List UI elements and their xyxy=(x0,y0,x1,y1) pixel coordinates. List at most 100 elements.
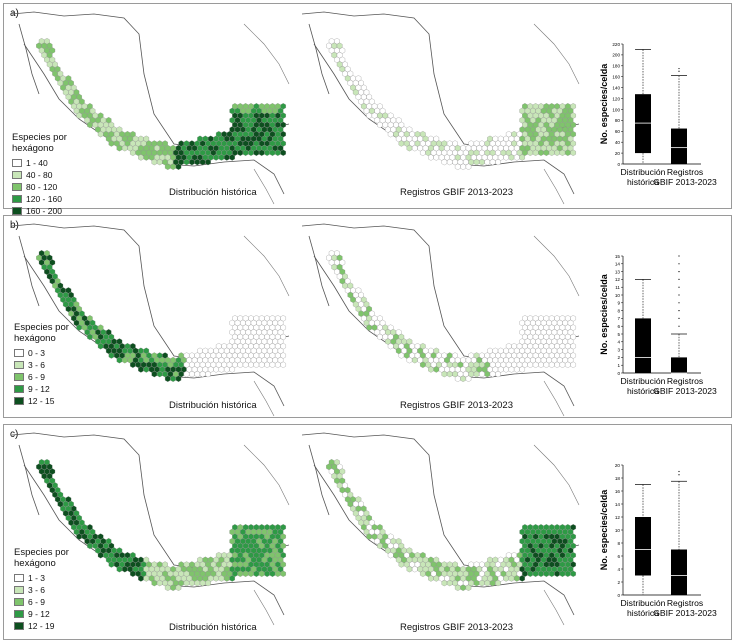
hex-cell xyxy=(559,570,566,577)
hex-cell xyxy=(503,575,509,582)
map-caption-historical: Distribución histórica xyxy=(169,622,257,633)
y-tick-label: 40 xyxy=(615,140,621,145)
legend-swatch xyxy=(14,361,24,369)
hex-cell xyxy=(138,366,144,373)
hex-cell xyxy=(508,575,515,582)
hex-cell xyxy=(398,561,405,568)
hex-cell xyxy=(527,570,534,577)
legend-label: 120 - 160 xyxy=(26,194,62,204)
hex-cell xyxy=(242,149,249,156)
legend-label: 12 - 19 xyxy=(28,621,55,631)
y-axis-label: No. especies/celda xyxy=(599,489,609,571)
hex-cell xyxy=(420,149,426,156)
legend-item: 160 - 200 xyxy=(12,205,67,217)
hex-cell xyxy=(189,370,195,378)
y-axis-label: No. especies/celda xyxy=(599,63,609,145)
hex-cell xyxy=(460,163,466,170)
hex-cell xyxy=(433,575,440,582)
hex-cell xyxy=(366,112,372,119)
legend-label: 3 - 6 xyxy=(28,360,46,370)
hex-cell xyxy=(258,149,265,156)
y-tick-label: 5 xyxy=(617,332,620,337)
baja-california xyxy=(18,235,40,307)
legend-swatch xyxy=(14,622,24,630)
map-gbif xyxy=(301,11,580,205)
y-tick-label: 220 xyxy=(612,42,620,47)
hex-cell xyxy=(412,144,418,152)
hex-cell xyxy=(454,163,461,170)
hex-cell xyxy=(183,158,190,166)
hex-cell xyxy=(420,361,426,368)
hex-cell xyxy=(454,584,461,591)
y-tick-label: 180 xyxy=(612,64,620,69)
legend-label: 3 - 6 xyxy=(28,585,46,595)
map-caption-historical: Distribución histórica xyxy=(169,187,257,198)
y-tick-label: 6 xyxy=(617,554,620,559)
hex-cell xyxy=(406,356,413,364)
outlier-point xyxy=(678,310,680,312)
hex-cell xyxy=(538,149,544,156)
hex-cell xyxy=(559,149,566,156)
x-category-label: Distribución xyxy=(621,598,666,608)
legend-swatch xyxy=(14,586,24,594)
map-historical xyxy=(11,432,290,626)
y-tick-label: 120 xyxy=(612,96,620,101)
outlier-point xyxy=(678,294,680,296)
hex-cell xyxy=(151,370,158,378)
hex-cell xyxy=(446,158,453,166)
hex-cell xyxy=(554,570,560,577)
x-category-label: Registros xyxy=(667,167,703,177)
box xyxy=(635,517,651,576)
hex-cell xyxy=(366,324,372,331)
hex-cell xyxy=(108,352,115,359)
hex-cell xyxy=(175,163,182,170)
hex-cell xyxy=(377,542,383,550)
x-category-label: histórica xyxy=(627,386,659,396)
hex-cell xyxy=(76,324,82,331)
y-tick-label: 60 xyxy=(615,129,621,134)
outlier-point xyxy=(678,271,680,273)
hex-cell xyxy=(532,361,539,368)
outlier-point xyxy=(678,255,680,257)
legend-item: 6 - 9 xyxy=(14,371,69,383)
hex-cell xyxy=(205,579,211,587)
hex-cell xyxy=(538,361,544,368)
y-tick-label: 4 xyxy=(617,340,620,345)
hex-cell xyxy=(264,361,270,368)
legend-label: 1 - 40 xyxy=(26,158,48,168)
hex-cell xyxy=(503,154,509,161)
y-tick-label: 2 xyxy=(617,580,620,585)
border-line xyxy=(253,168,275,205)
y-tick-label: 20 xyxy=(615,463,621,468)
hex-cell xyxy=(441,370,448,378)
legend-swatch xyxy=(12,159,22,167)
y-tick-label: 80 xyxy=(615,118,621,123)
y-tick-label: 160 xyxy=(612,75,620,80)
box xyxy=(635,94,651,154)
border-line xyxy=(543,589,565,626)
hex-cell xyxy=(97,552,104,559)
legend: Especies por hexágono 0 - 3 3 - 6 6 - 9 9 - 1… xyxy=(14,322,69,407)
hex-cell xyxy=(151,579,158,587)
hex-cell xyxy=(514,366,520,373)
hex-cell xyxy=(170,163,176,170)
legend-title: Especies por hexágono xyxy=(14,322,69,344)
hex-cell xyxy=(508,154,515,161)
legend-label: 6 - 9 xyxy=(28,372,46,382)
hex-cell xyxy=(514,154,520,161)
hex-cell xyxy=(224,154,230,161)
hex-cell xyxy=(527,361,534,368)
legend-label: 40 - 80 xyxy=(26,170,53,180)
hex-cell xyxy=(420,570,426,577)
hex-cell xyxy=(519,154,525,161)
y-tick-label: 16 xyxy=(615,489,621,494)
hex-cell xyxy=(183,579,190,587)
legend-item: 3 - 6 xyxy=(14,584,69,596)
y-tick-label: 100 xyxy=(612,107,620,112)
legend: Especies por hexágono 1 - 40 40 - 80 80 - 12… xyxy=(12,132,67,217)
hex-cell xyxy=(218,366,225,373)
legend-item: 9 - 12 xyxy=(14,608,69,620)
hex-cell xyxy=(130,570,136,577)
